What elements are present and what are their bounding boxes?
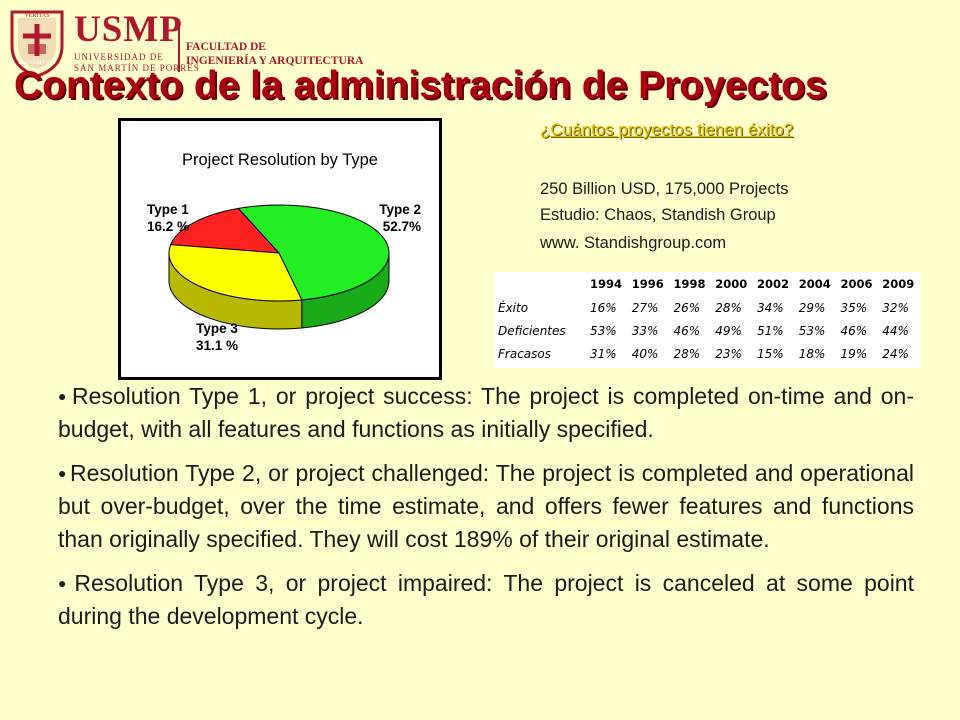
- table-cell: 33%: [631, 323, 659, 338]
- table-cell: 24%: [882, 346, 909, 361]
- info-line-2: Estudio: Chaos, Standish Group: [540, 206, 776, 224]
- table-row: Fracasos 31% 40% 28% 23% 15% 18% 19% 24%: [494, 342, 920, 365]
- table-cell: 19%: [840, 346, 868, 361]
- table-cell: 35%: [840, 300, 868, 315]
- slice-value-label: 52.7%: [383, 219, 421, 234]
- logo-name: USMP: [74, 9, 183, 50]
- stats-year: 1998: [673, 277, 706, 291]
- table-cell: 44%: [882, 323, 909, 338]
- slice-label: Type 1: [147, 202, 189, 217]
- bullet-icon: ●: [58, 575, 72, 591]
- stats-table: 1994 1996 1998 2000 2002 2004 2006 2009 …: [494, 272, 920, 368]
- pie-chart-figure: Project Resolution by Type Type 1 16.2 % Ty…: [118, 118, 442, 380]
- stats-year: 2000: [715, 277, 748, 291]
- svg-text:LIBERABIT VOS: LIBERABIT VOS: [18, 61, 55, 66]
- pie-slice: [168, 244, 303, 302]
- table-cell: 28%: [673, 346, 701, 361]
- info-line-1: 250 Billion USD, 175,000 Projects: [540, 180, 789, 198]
- page-title: Contexto de la administración de Proyect…: [14, 64, 827, 107]
- table-cell: 23%: [715, 346, 742, 361]
- table-cell: 16%: [590, 300, 617, 315]
- stats-year: 2009: [882, 277, 915, 291]
- university-logo: VERITAS LIBERABIT VOS USMP UNIVERSIDAD DE…: [8, 6, 368, 78]
- chart-title: Project Resolution by Type: [182, 151, 378, 169]
- slice-label: Type 2: [379, 202, 421, 217]
- info-line-3: www. Standishgroup.com: [540, 234, 727, 252]
- logo-university: UNIVERSIDAD DE SAN MARTÍN DE PORRES: [74, 52, 200, 73]
- stats-header-row: 1994 1996 1998 2000 2002 2004 2006 2009: [494, 272, 920, 296]
- row-label: Éxito: [498, 300, 529, 315]
- svg-text:VERITAS: VERITAS: [25, 13, 50, 19]
- paragraph-type-2: ● Resolution Type 2, or project challenge…: [58, 460, 914, 552]
- bullet-icon: ●: [58, 388, 69, 404]
- table-row: Deficientes 53% 33% 46% 49% 51% 53% 46% …: [494, 319, 920, 342]
- table-cell: 15%: [757, 346, 784, 361]
- stats-year: 2006: [840, 277, 873, 291]
- pie-slice: [237, 204, 390, 301]
- table-cell: 18%: [798, 346, 826, 361]
- table-cell: 40%: [631, 346, 659, 361]
- logo-faculty: FACULTAD DE INGENIERÍA Y ARQUITECTURA: [186, 41, 364, 67]
- table-cell: 29%: [798, 300, 826, 315]
- row-label: Fracasos: [498, 346, 551, 361]
- stats-year: 1996: [631, 277, 664, 291]
- table-cell: 27%: [631, 300, 659, 315]
- table-cell: 53%: [798, 323, 826, 338]
- slice-value-label: 16.2 %: [147, 219, 189, 234]
- slice-label: Type 3: [196, 321, 238, 336]
- table-row: Éxito 16% 27% 26% 28% 34% 29% 35% 32%: [494, 296, 920, 319]
- table-cell: 34%: [757, 300, 784, 315]
- table-cell: 46%: [840, 323, 868, 338]
- body-text: ● Resolution Type 1, or project success: …: [58, 380, 914, 644]
- pie-slice: [169, 207, 281, 254]
- table-cell: 51%: [757, 323, 784, 338]
- table-cell: 31%: [590, 346, 617, 361]
- table-cell: 46%: [673, 323, 701, 338]
- table-cell: 49%: [715, 323, 742, 338]
- table-cell: 26%: [673, 300, 701, 315]
- table-cell: 32%: [882, 300, 909, 315]
- slice-value-label: 31.1 %: [196, 338, 238, 353]
- paragraph-type-1: ● Resolution Type 1, or project success: …: [58, 383, 914, 442]
- row-label: Deficientes: [498, 323, 566, 338]
- bullet-icon: ●: [58, 465, 68, 481]
- stats-year: 2004: [798, 277, 831, 291]
- table-cell: 53%: [590, 323, 617, 338]
- table-cell: 28%: [715, 300, 742, 315]
- paragraph-type-3: ● Resolution Type 3, or project impaired:…: [58, 570, 914, 629]
- stats-year: 2002: [757, 277, 790, 291]
- stats-year: 1994: [590, 277, 623, 291]
- stats-corner-cell: [494, 272, 586, 296]
- university-seal: VERITAS LIBERABIT VOS: [10, 10, 64, 78]
- pie-chart: Project Resolution by Type Type 1 16.2 % Ty…: [147, 151, 421, 353]
- logo-divider: [178, 20, 180, 72]
- question-heading: ¿Cuántos proyectos tienen éxito?: [540, 120, 794, 139]
